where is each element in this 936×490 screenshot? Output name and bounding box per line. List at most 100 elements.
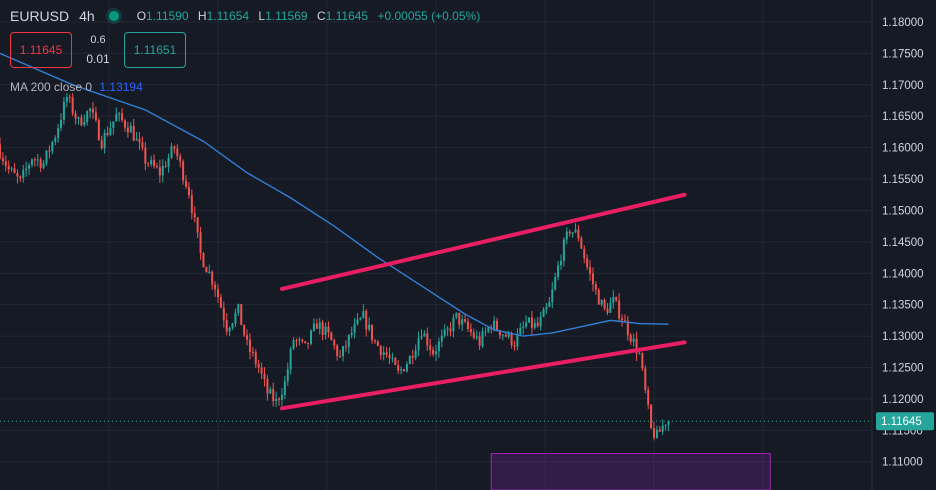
candle (655, 425, 658, 439)
candle (51, 140, 54, 155)
candle-body (33, 159, 36, 161)
candle-body (248, 339, 251, 352)
candle-body (557, 265, 560, 278)
candle (641, 352, 644, 371)
demand-zone (490, 453, 771, 490)
candle (618, 293, 621, 322)
candle-body (420, 336, 423, 339)
candle (80, 114, 83, 127)
candle (353, 318, 356, 339)
candle (522, 320, 525, 335)
price-tick-label: 1.12500 (882, 363, 924, 375)
candle-body (626, 320, 629, 336)
candle-body (260, 367, 263, 374)
candle (208, 264, 211, 274)
buy-button[interactable]: 1.11651 (124, 32, 186, 68)
candle (185, 175, 188, 190)
candle (455, 312, 458, 320)
candle-body (65, 97, 68, 102)
candle-body (591, 273, 594, 285)
candle-body (635, 338, 638, 354)
candle-body (164, 165, 167, 167)
channel-upper-trendline (279, 192, 687, 291)
candle (382, 346, 385, 361)
candle (248, 333, 251, 360)
candle (327, 321, 330, 338)
candle-body (452, 317, 455, 332)
candle (478, 331, 481, 350)
candle (562, 237, 565, 267)
candle-body (158, 167, 161, 176)
candle-body (510, 332, 513, 346)
price-tick-label: 1.11000 (882, 457, 923, 469)
candle-body (458, 312, 461, 325)
candle (405, 361, 408, 373)
price-tick-label: 1.14500 (882, 237, 924, 249)
candle-body (644, 368, 647, 390)
candle (155, 162, 158, 169)
candle-body (129, 125, 132, 133)
candle (315, 318, 318, 329)
candle (126, 121, 129, 138)
candle (164, 161, 167, 168)
candle (321, 319, 324, 341)
candle (446, 326, 449, 337)
candle (280, 388, 283, 406)
candle-body (487, 327, 490, 332)
candle (193, 206, 196, 223)
candle-body (217, 289, 219, 298)
candle (411, 349, 414, 365)
candle-body (623, 320, 626, 322)
candle-body (150, 159, 153, 165)
symbol-name[interactable]: EURUSD (10, 8, 70, 24)
candle (100, 135, 103, 150)
candle-body (45, 150, 48, 164)
candle-body (551, 289, 554, 303)
candle (115, 107, 118, 122)
candle-body (353, 323, 356, 333)
candle (179, 153, 182, 168)
candle-body (167, 157, 170, 167)
candle-body (368, 324, 371, 330)
candle (458, 312, 461, 329)
candle (368, 317, 371, 332)
price-tick-label: 1.14000 (882, 268, 924, 280)
indicator-legend[interactable]: MA 200 close 0 1.13194 (10, 80, 143, 94)
candle-body (283, 381, 286, 395)
candle-body (400, 369, 403, 371)
candle-body (661, 425, 664, 432)
interval-label[interactable]: 4h (79, 8, 95, 24)
candle (246, 329, 249, 346)
candle-body (449, 328, 452, 332)
candle (394, 356, 397, 366)
candle-body (641, 353, 644, 369)
candle-body (650, 404, 653, 429)
candle (228, 326, 231, 337)
candle-body (304, 341, 307, 343)
candle-body (83, 122, 86, 126)
candle-body (394, 357, 397, 365)
candle (519, 322, 522, 336)
candle-body (533, 322, 536, 328)
candle-body (469, 328, 472, 333)
candle (466, 318, 469, 332)
candle-body (123, 120, 126, 128)
candle-body (612, 297, 615, 303)
candle-body (68, 97, 71, 99)
candle-body (481, 331, 484, 346)
candle (129, 122, 132, 133)
candle-body (554, 277, 557, 290)
price-axis: 1.18000 1.17500 1.17000 1.16500 1.16000 1.155… (871, 0, 936, 490)
sell-button[interactable]: 1.11645 (10, 32, 72, 68)
candle-body (373, 340, 376, 342)
price-tick-label: 1.17500 (882, 48, 924, 60)
candle (147, 161, 150, 168)
candle (437, 337, 440, 358)
candle-body (179, 156, 182, 162)
candle-body (19, 176, 22, 178)
candle-body (629, 335, 632, 342)
candle (269, 386, 272, 395)
candle-body (333, 340, 336, 346)
candle-body (121, 113, 124, 121)
